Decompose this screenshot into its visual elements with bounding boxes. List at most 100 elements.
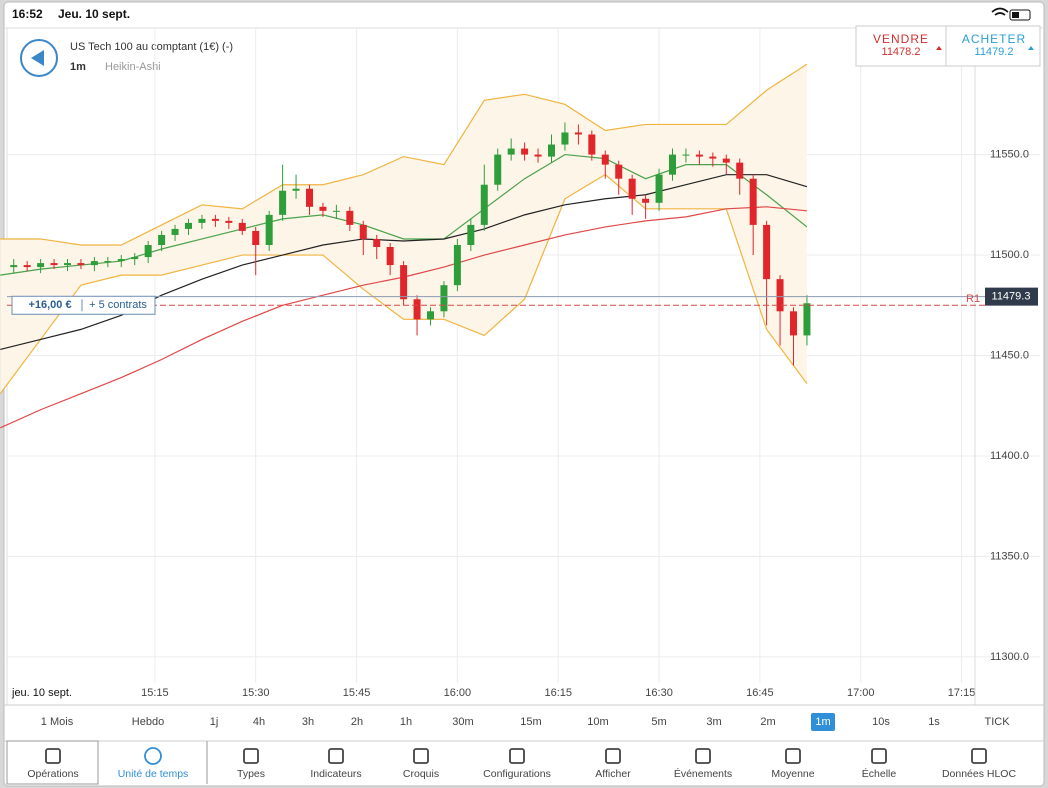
timeframe-button[interactable]: TICK [984,716,1010,728]
y-tick-label: 11500.0 [990,249,1029,261]
indicator-line [0,63,808,246]
candle-body [346,210,354,225]
candle-body [709,156,717,159]
timeframe-button[interactable]: 10m [587,716,608,728]
toolbar-icon [413,748,429,764]
candle-body [77,263,85,266]
toolbar-button[interactable]: Indicateurs [310,768,361,780]
candle-body [440,285,448,312]
toolbar-button[interactable]: Croquis [403,768,439,780]
toolbar-button[interactable]: Moyenne [771,768,814,780]
timeframe-button[interactable]: 1 Mois [41,716,74,728]
price-tag [985,287,1038,306]
x-tick-label: 17:00 [847,687,875,699]
candle-body [104,261,112,263]
candle-body [776,279,784,312]
candle-body [90,261,98,266]
candle-body [453,244,461,286]
toolbar-button[interactable]: Opérations [27,768,78,780]
toolbar-icon [695,748,711,764]
position-size: + 5 contrats [89,299,147,311]
candle-body [225,220,233,223]
candle-body [480,184,488,225]
candle-body [373,238,381,248]
timeframe-button[interactable]: Hebdo [132,716,164,728]
clock: 16:52 [12,7,43,21]
candle-body [427,311,434,320]
timeframe-button[interactable]: 1h [400,716,412,728]
x-tick-label: 15:45 [343,687,371,699]
toolbar-button[interactable]: Afficher [595,768,631,780]
candle-body [561,132,569,145]
toolbar-button[interactable]: Unité de temps [118,768,189,780]
toolbar-button[interactable]: Données HLOC [942,768,1017,780]
x-tick-label: 16:45 [746,687,774,699]
toolbar-icon [243,748,259,764]
price-tag-label: 11479.3 [992,291,1031,303]
candle-body [265,214,273,245]
candle-body [628,178,636,199]
candle-body [615,164,623,179]
candle-body [736,162,744,179]
candle-body [682,154,690,156]
sell-label: VENDRE [873,32,929,46]
timeframe-button[interactable]: 30m [452,716,473,728]
buy-label: ACHETER [962,32,1026,46]
timeframe-button[interactable]: 2m [760,716,775,728]
sell-arrow [936,46,942,50]
x-tick-label: 15:30 [242,687,270,699]
candle-body [790,311,797,336]
battery-icon [1009,9,1031,21]
date-label: jeu. 10 sept. [11,687,72,699]
timeframe-button[interactable]: 3m [706,716,721,728]
position-box[interactable] [11,295,156,315]
toolbar-button[interactable]: Configurations [483,768,551,780]
timeframe-button[interactable]: 4h [253,716,265,728]
candle-body [10,265,18,268]
chart: 11300.0 11350.0 11400.0 11450.0 11500.0 11550… [0,28,1040,705]
candle-body [64,263,71,266]
timeframe-button[interactable]: 1m [815,716,830,728]
toolbar-button[interactable]: Événements [674,767,732,780]
wifi-icon [991,7,1009,16]
timeframe-button[interactable]: 5m [651,716,666,728]
toolbar-button[interactable]: Types [237,768,265,780]
timeframe-button[interactable]: 15m [520,716,541,728]
candle-body [171,228,179,235]
candle-body [588,134,596,155]
toolbar-icon [45,748,61,764]
candle-body [319,206,327,211]
candle-body [574,132,582,135]
toolbar-icon [509,748,525,764]
candle-body [37,263,45,268]
candle-body [279,190,287,215]
timeframe-button[interactable]: 10s [872,716,890,728]
candle-body [521,148,529,155]
toolbar-button[interactable]: Échelle [862,767,897,780]
candle-body [332,210,340,212]
back-arrow [31,50,44,66]
timeframe-button[interactable]: 1j [210,716,219,728]
timeframe-button[interactable]: 2h [351,716,363,728]
candle-body [359,224,367,239]
sell-price: 11478.2 [882,46,921,58]
timeframe-button[interactable]: 1s [928,716,940,728]
y-tick-label: 11350.0 [990,550,1029,562]
candle-body [695,154,703,157]
x-tick-label: 17:15 [948,687,976,699]
toolbar-icon [871,748,887,764]
x-tick-label: 16:15 [544,687,572,699]
candle-body [23,265,31,268]
date: Jeu. 10 sept. [58,7,130,21]
timeframe-button[interactable]: 3h [302,716,314,728]
candle-body [292,188,300,191]
candle-body [803,303,811,336]
candle-body [252,230,260,245]
x-tick-label: 16:30 [645,687,673,699]
toolbar-icon [605,748,621,764]
candle-body [467,224,475,245]
candle-body [117,259,125,262]
trade-box [855,25,1041,67]
